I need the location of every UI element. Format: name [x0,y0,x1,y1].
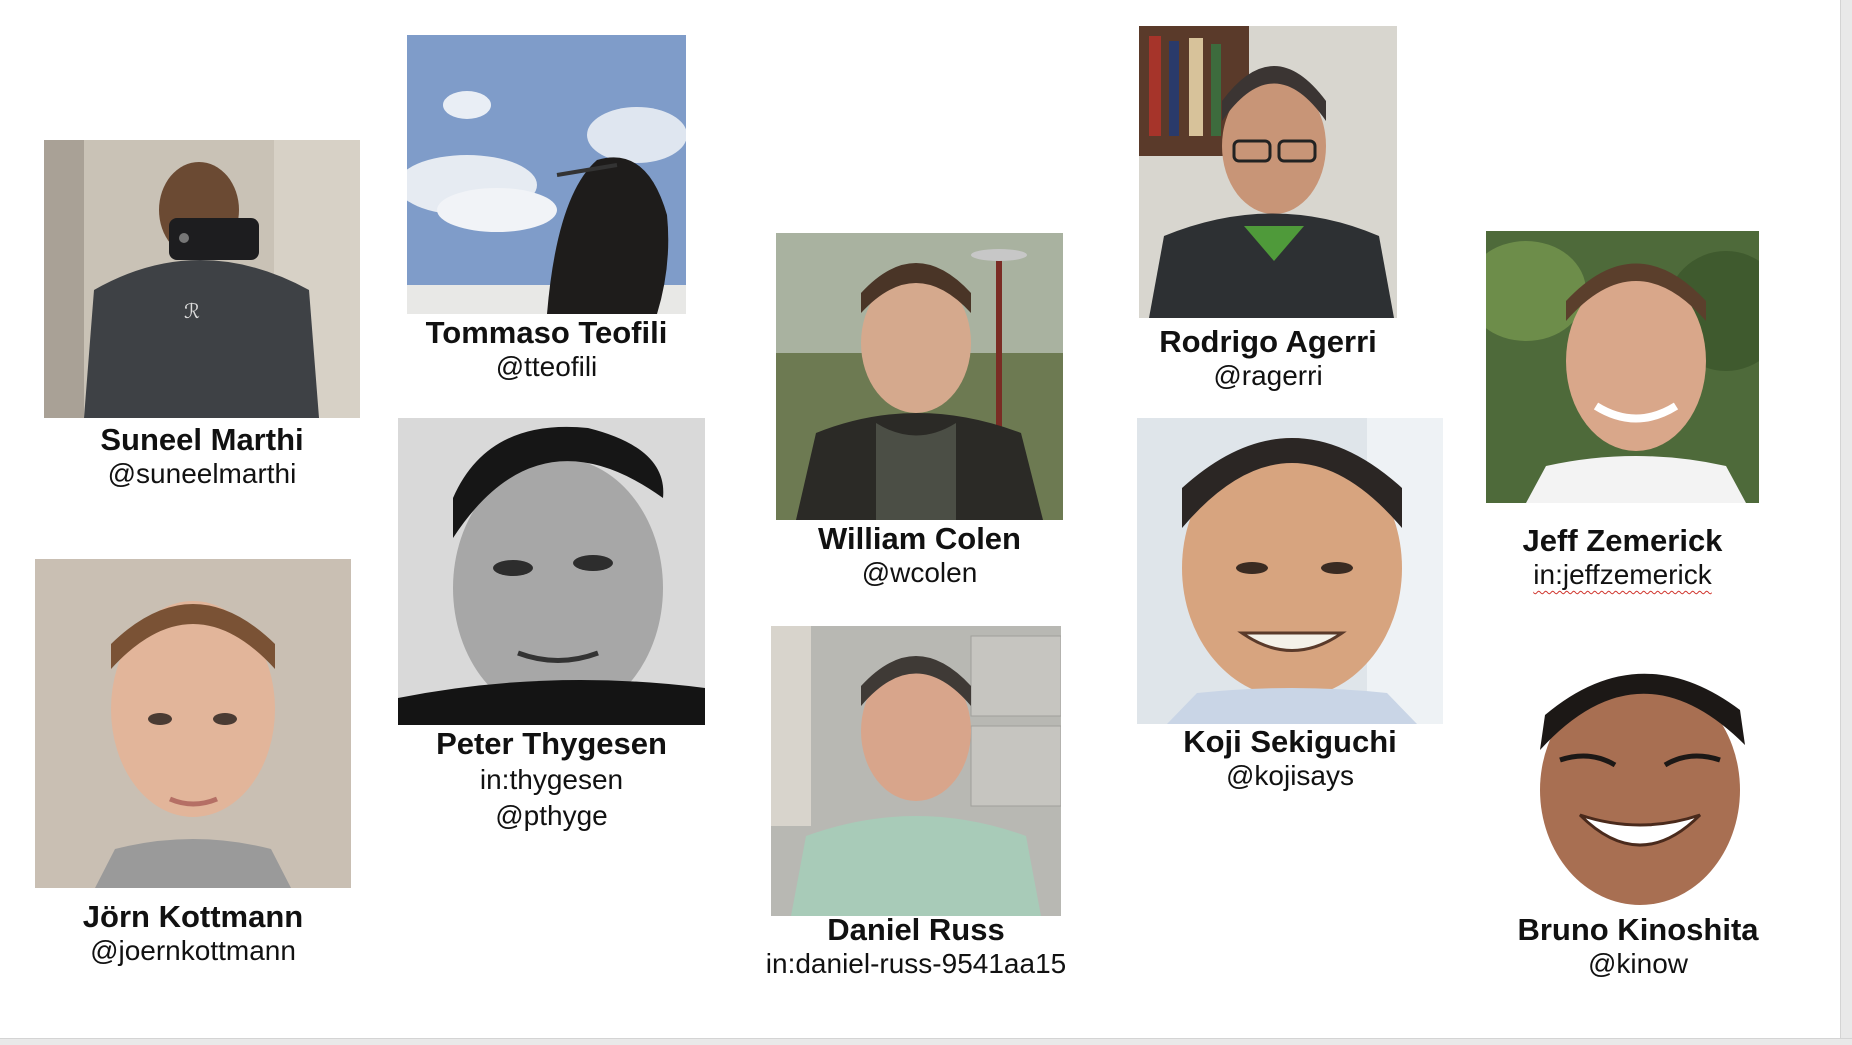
person-handle: @tteofili [495,351,598,382]
person-handle: @ragerri [1213,360,1323,391]
person-name: Koji Sekiguchi [1183,724,1397,759]
photo-bruno-kinoshita [1500,650,1776,906]
person-card-tommaso-teofili: Tommaso Teofili @tteofili [407,35,686,385]
person-name: Rodrigo Agerri [1159,324,1377,359]
person-name: Jeff Zemerick [1522,523,1723,558]
person-name: Suneel Marthi [100,422,304,457]
photo-jorn-kottmann [35,559,351,888]
photo-suneel-marthi: ℛ [44,140,360,418]
person-handle-text: in:jeffzemerick [1533,559,1712,590]
person-handle: @kojisays [1225,760,1354,791]
person-name: Jörn Kottmann [82,899,304,934]
person-card-jeff-zemerick: Jeff Zemerick in:jeffzemerick [1486,231,1759,591]
person-card-suneel-marthi: ℛ Suneel Marthi @suneelmarthi [44,140,360,489]
photo-william-colen [776,233,1063,520]
person-name: Tommaso Teofili [425,315,668,350]
photo-peter-thygesen [398,418,705,725]
person-card-bruno-kinoshita: Bruno Kinoshita @kinow [1500,650,1776,990]
person-name: Daniel Russ [827,912,1005,947]
photo-tommaso-teofili [407,35,686,314]
person-handle: in:daniel-russ-9541aa15 [765,948,1067,979]
person-name: Peter Thygesen [436,726,667,761]
photo-rodrigo-agerri [1139,26,1397,318]
person-card-koji-sekiguchi: Koji Sekiguchi @kojisays [1137,418,1443,798]
slide-right-edge [1840,0,1852,1044]
svg-text:ℛ: ℛ [184,299,200,323]
person-handle: @wcolen [861,557,978,588]
photo-koji-sekiguchi [1137,418,1443,724]
person-card-rodrigo-agerri: Rodrigo Agerri @ragerri [1139,26,1397,396]
person-handle: in:jeffzemerick [1426,559,1819,591]
slide-bottom-edge [0,1038,1852,1045]
person-card-daniel-russ: Daniel Russ in:daniel-russ-9541aa15 [766,626,1066,986]
person-handle: @pthyge [495,800,608,831]
person-card-jorn-kottmann: Jörn Kottmann @joernkottmann [35,559,351,979]
person-handle: in:thygesen [479,764,624,795]
person-name: William Colen [818,521,1021,556]
person-handle: @joernkottmann [90,935,296,966]
person-card-william-colen: William Colen @wcolen [776,233,1063,593]
photo-jeff-zemerick [1486,231,1759,503]
photo-daniel-russ [771,626,1061,916]
person-card-peter-thygesen: Peter Thygesen in:thygesen @pthyge [398,418,705,838]
person-handle: @kinow [1587,948,1688,979]
person-name: Bruno Kinoshita [1517,912,1759,947]
person-handle: @suneelmarthi [107,458,297,489]
